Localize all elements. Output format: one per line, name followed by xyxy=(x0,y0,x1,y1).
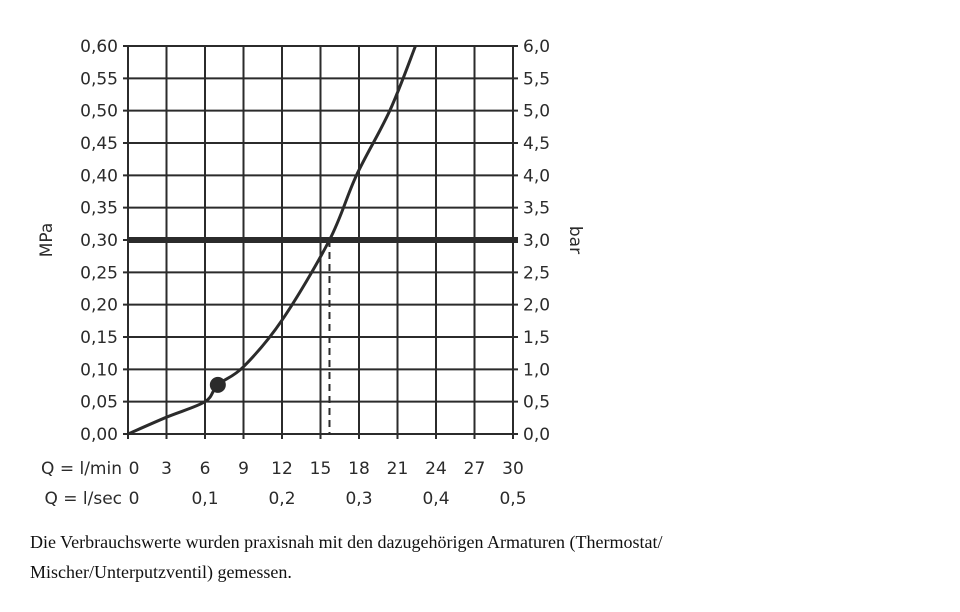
y-tick-label: 0,10 xyxy=(80,360,118,380)
x-axis-label: Q = l/min xyxy=(41,459,122,479)
y2-tick-label: 5,0 xyxy=(523,102,550,122)
x2-tick-label: 0,4 xyxy=(422,489,449,509)
y2-tick-label: 3,5 xyxy=(523,199,550,219)
y-tick-label: 0,00 xyxy=(80,425,118,445)
series-line xyxy=(127,45,417,436)
y2-axis-label: bar xyxy=(565,226,585,254)
x-tick-label: 27 xyxy=(464,459,486,479)
x-tick-label: 15 xyxy=(310,459,332,479)
y-tick-label: 0,40 xyxy=(80,166,118,186)
x-tick-label: 0 xyxy=(129,459,140,479)
y-tick-label: 0,35 xyxy=(80,199,118,219)
y-tick-label: 0,30 xyxy=(80,231,118,251)
x2-tick-label: 0,5 xyxy=(499,489,526,509)
y-tick-label: 0,05 xyxy=(80,393,118,413)
x-tick-label: 9 xyxy=(238,459,249,479)
x2-tick-label: 0,2 xyxy=(268,489,295,509)
x2-axis-label: Q = l/sec xyxy=(44,489,122,509)
y2-tick-label: 0,5 xyxy=(523,393,550,413)
y2-tick-label: 4,0 xyxy=(523,166,550,186)
y2-tick-label: 6,0 xyxy=(523,37,550,57)
y2-tick-label: 5,5 xyxy=(523,69,550,89)
y2-tick-label: 4,5 xyxy=(523,134,550,154)
y2-tick-label: 2,5 xyxy=(523,263,550,283)
y2-tick-label: 0,0 xyxy=(523,425,550,445)
x-tick-label: 3 xyxy=(161,459,172,479)
x-tick-label: 12 xyxy=(271,459,293,479)
x2-tick-label: 0 xyxy=(129,489,140,509)
y-tick-label: 0,55 xyxy=(80,69,118,89)
caption-line-2: Mischer/Unterputzventil) gemessen. xyxy=(30,562,292,582)
x2-tick-label: 0,3 xyxy=(345,489,372,509)
y-axis-label: MPa xyxy=(37,223,57,258)
y2-tick-label: 1,0 xyxy=(523,360,550,380)
y-tick-label: 0,50 xyxy=(80,102,118,122)
caption-line-1: Die Verbrauchswerte wurden praxisnah mit… xyxy=(30,532,663,552)
x-tick-label: 18 xyxy=(348,459,370,479)
marker-point xyxy=(209,376,226,393)
y-tick-label: 0,15 xyxy=(80,328,118,348)
x2-tick-label: 0,1 xyxy=(191,489,218,509)
x-tick-label: 24 xyxy=(425,459,447,479)
y-tick-label: 0,60 xyxy=(80,37,118,57)
y2-tick-label: 1,5 xyxy=(523,328,550,348)
y2-tick-label: 2,0 xyxy=(523,296,550,316)
x-tick-label: 6 xyxy=(200,459,211,479)
y-tick-label: 0,25 xyxy=(80,263,118,283)
x-tick-label: 30 xyxy=(502,459,524,479)
x-tick-label: 21 xyxy=(387,459,409,479)
y2-tick-label: 3,0 xyxy=(523,231,550,251)
y-tick-label: 0,45 xyxy=(80,134,118,154)
y-tick-label: 0,20 xyxy=(80,296,118,316)
